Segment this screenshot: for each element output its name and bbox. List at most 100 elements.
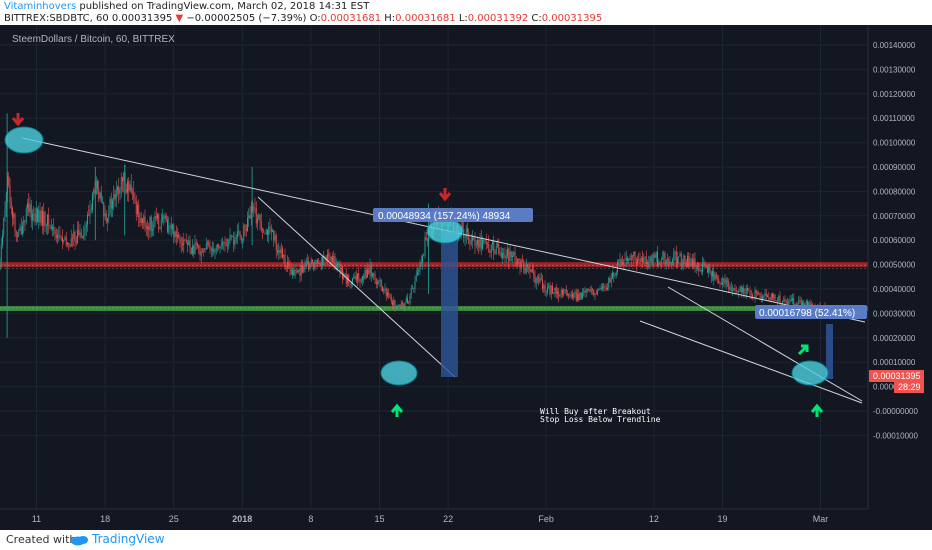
candle-body [649,256,651,262]
chart-background [0,25,932,530]
measure-label-2-bg [755,305,867,319]
candle-body [250,205,252,219]
candle-body [588,288,590,291]
candle-body [194,242,196,254]
candle-body [807,300,808,308]
candle-body [230,235,232,237]
candle-body [277,250,278,253]
candle-body [660,259,662,264]
candle-body [417,271,418,276]
candle-body [779,295,781,304]
candle-body [609,277,611,283]
candle-body [668,259,670,264]
candle-body [224,241,226,244]
tradingview-logo-text[interactable]: TradingView [92,532,165,546]
candle-body [778,295,780,301]
down-triangle-icon: ▼ [175,13,184,24]
candle-body [367,269,368,278]
candle-body [17,235,18,237]
candle-body [88,214,90,216]
candle-body [474,238,476,246]
measure-bar-2 [826,324,833,379]
candle-body [354,275,356,280]
candle-body [5,194,7,210]
x-tick-label: 19 [717,514,727,524]
chart-header: Vitaminhovers published on TradingView.c… [0,0,932,25]
candle-body [604,287,606,289]
candle-body [192,245,193,254]
candle-body [762,296,763,299]
price-chart[interactable]: 0.00140000 0.00130000 0.00120000 0.00110000… [0,25,932,530]
candle-body [634,251,636,259]
candle-body [384,288,386,290]
candle-body [245,227,247,232]
candle-body [722,281,723,285]
candle-body [507,248,508,257]
last-price-badge-text: 0.00031395 [873,371,921,381]
candle-body [109,198,111,214]
candle-body [40,210,42,223]
candle-body [242,239,243,241]
candle-body [293,269,295,276]
x-tick-label: 22 [443,514,453,524]
candle-body [92,193,93,210]
candle-body [378,281,380,283]
candle-body [630,255,632,261]
candle-body [678,256,680,258]
candle-body [535,277,537,284]
candle-body [68,242,70,245]
candle-body [499,252,501,254]
candle-body [554,287,556,294]
candle-body [188,240,190,245]
candle-body [19,226,21,231]
candle-body [745,288,747,294]
candle-body [210,248,212,251]
candle-body [732,290,733,291]
candle-body [573,292,575,298]
candle-body [115,190,117,200]
last-price: 0.00031395 [111,13,173,24]
candle-body [767,295,768,297]
candle-body [20,226,22,235]
candle-body [592,288,593,290]
candle-body [260,221,262,229]
candle-body [580,292,582,299]
candle-body [227,245,228,247]
candle-body [28,203,30,213]
candle-body [735,290,737,292]
candle-body [388,292,390,295]
candle-body [695,267,697,269]
candle-body [754,290,756,298]
candle-body [22,225,23,235]
x-tick-label: 25 [169,514,179,524]
candle-body [478,239,480,248]
candle-body [708,266,710,273]
time-axis[interactable]: 11 18 25 2018 8 15 22 Feb 12 19 Mar [32,514,828,524]
candle-body [335,264,337,270]
candle-body [504,254,506,259]
measure-bar-1 [441,232,458,377]
candle-body [698,262,700,271]
candle-body [279,250,281,254]
candle-body [128,181,130,191]
candle-body [557,291,558,294]
candle-body [418,269,420,272]
candle-body [218,244,220,249]
candle-body [190,247,192,254]
candle-body [178,234,180,239]
candle-body [123,173,125,182]
candle-body [690,258,692,260]
candle-body [783,299,785,302]
author-link[interactable]: Vitaminhovers [4,1,77,12]
candle-body [397,305,398,307]
candle-body [688,255,690,266]
candle-body [770,293,772,300]
candle-body [530,269,532,273]
candle-body [287,261,288,269]
y-tick-label: 0.00080000 [873,187,916,196]
candle-body [262,228,263,231]
candle-body [238,231,240,233]
candle-body [740,286,742,293]
candle-body [272,230,273,233]
candle-body [693,258,695,267]
